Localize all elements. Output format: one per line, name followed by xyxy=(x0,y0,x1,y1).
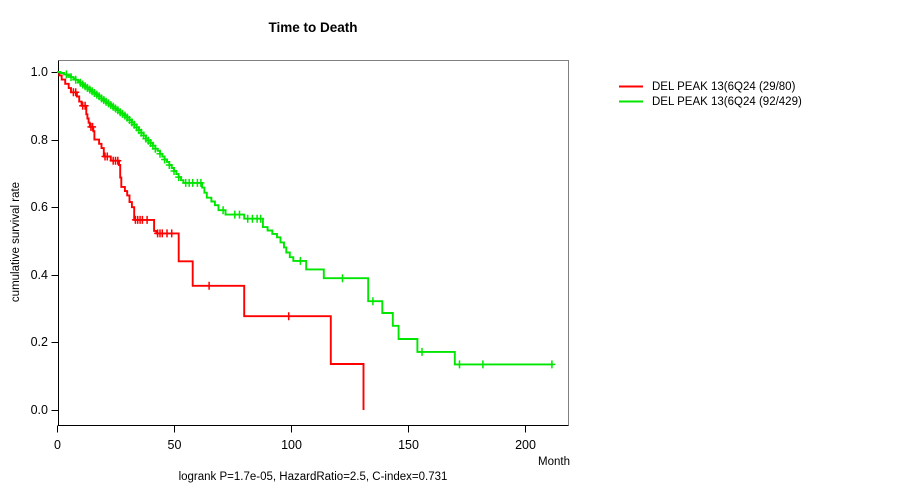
x-tick-label: 0 xyxy=(54,438,61,452)
y-tick-label: 0.0 xyxy=(30,402,48,417)
y-tick-label: 0.2 xyxy=(30,334,48,349)
legend-item-group1: DEL PEAK 13(6Q24 (29/80) xyxy=(618,79,802,94)
chart-title: Time to Death xyxy=(268,20,358,35)
x-axis-title: Month xyxy=(538,456,570,468)
y-tick-label: 1.0 xyxy=(30,64,48,79)
plot-box xyxy=(58,60,569,426)
x-tick-label: 100 xyxy=(281,438,302,452)
legend: DEL PEAK 13(6Q24 (29/80) DEL PEAK 13(6Q2… xyxy=(618,79,802,109)
legend-line-red-icon xyxy=(619,85,643,88)
km-curve-red xyxy=(57,71,365,410)
y-tick-label: 0.4 xyxy=(30,267,48,282)
x-tick-label: 150 xyxy=(398,438,419,452)
x-tick-label: 50 xyxy=(167,438,182,452)
legend-item-group2: DEL PEAK 13(6Q24 (92/429) xyxy=(618,94,802,109)
y-tick-label: 0.6 xyxy=(30,199,48,214)
censor-marks-red xyxy=(69,88,293,321)
km-curve-green xyxy=(57,71,554,366)
legend-label-group1: DEL PEAK 13(6Q24 (29/80) xyxy=(652,80,796,93)
legend-label-group2: DEL PEAK 13(6Q24 (92/429) xyxy=(652,95,802,108)
x-tick-label: 200 xyxy=(515,438,536,452)
axis-lines xyxy=(58,60,569,426)
stats-caption: logrank P=1.7e-05, HazardRatio=2.5, C-in… xyxy=(178,471,448,483)
legend-line-green-icon xyxy=(619,100,643,103)
y-tick-label: 0.8 xyxy=(30,132,48,147)
censor-marks-green xyxy=(62,70,556,369)
